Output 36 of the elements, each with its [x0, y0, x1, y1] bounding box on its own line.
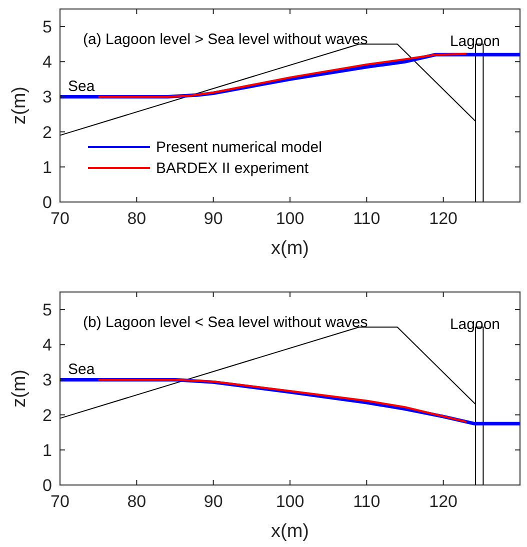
y-tick-label: 5 — [42, 300, 52, 320]
x-tick-label: 90 — [204, 209, 223, 228]
x-tick-label: 70 — [50, 209, 70, 228]
legend-label: Present numerical model — [156, 139, 322, 156]
x-tick-label: 120 — [429, 209, 458, 228]
y-tick-label: 1 — [42, 158, 52, 177]
annotation: Lagoon — [450, 33, 500, 50]
y-tick-label: 3 — [42, 88, 52, 107]
x-tick-label: 110 — [353, 209, 380, 228]
annotation: Lagoon — [450, 316, 500, 333]
y-tick-label: 3 — [42, 370, 52, 390]
x-tick-label: 100 — [276, 492, 304, 511]
annotation: Sea — [68, 78, 96, 95]
x-tick-label: 100 — [276, 209, 304, 228]
y-axis-title: z(m) — [9, 86, 30, 124]
x-tick-label: 120 — [429, 492, 458, 511]
text: (a) Lagoon level > Sea level without waves — [83, 31, 368, 48]
y-axis-title: z(m) — [9, 370, 30, 408]
x-tick-label: 70 — [50, 492, 70, 511]
x-tick-label: 110 — [353, 492, 380, 511]
y-tick-label: 4 — [42, 52, 52, 72]
y-tick-label: 5 — [42, 18, 52, 37]
x-tick-label: 90 — [204, 492, 223, 511]
legend-label: BARDEX II experiment — [156, 160, 310, 177]
y-tick-label: 2 — [42, 406, 52, 425]
y-tick-label: 1 — [42, 440, 52, 460]
y-tick-label: 2 — [42, 122, 52, 142]
y-tick-label: 0 — [42, 193, 52, 212]
y-tick-label: 0 — [42, 476, 52, 495]
x-axis-title: x(m) — [271, 521, 309, 542]
x-axis-title: x(m) — [271, 238, 309, 259]
x-tick-label: 80 — [127, 209, 146, 228]
text: (b) Lagoon level < Sea level without waves — [83, 314, 368, 331]
x-tick-label: 80 — [127, 492, 146, 511]
annotation: Sea — [68, 361, 96, 378]
y-tick-label: 4 — [42, 336, 52, 355]
